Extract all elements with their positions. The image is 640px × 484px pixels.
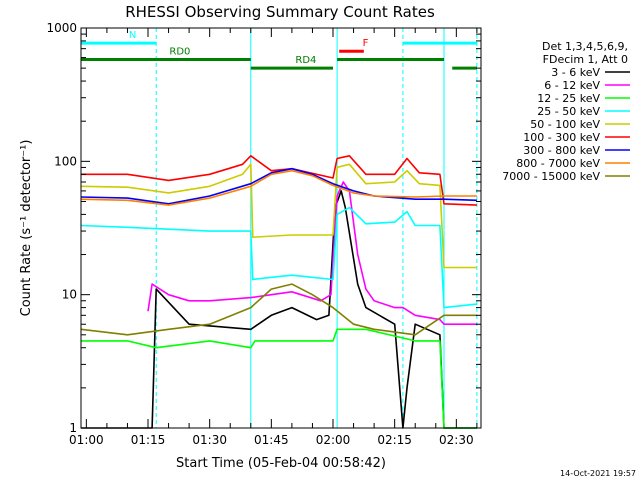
flag-label: RD4 [295, 55, 316, 66]
chart-title: RHESSI Observing Summary Count Rates [125, 3, 435, 21]
y-axis-label: Count Rate (s⁻¹ detector⁻¹) [19, 140, 34, 317]
legend-entry-label: 50 - 100 keV [530, 118, 600, 131]
series-line [81, 155, 477, 206]
x-tick-label: 02:15 [377, 433, 412, 447]
series-line [81, 328, 477, 429]
flag-label: F [363, 38, 369, 49]
series-line [80, 206, 477, 309]
flag-label: N [129, 30, 136, 41]
legend-entry-label: 25 - 50 keV [537, 105, 600, 118]
series-line [80, 167, 477, 205]
x-tick-label: 01:00 [69, 433, 104, 447]
legend-entry-label: 3 - 6 keV [551, 66, 600, 79]
legend-entry-label: 12 - 25 keV [537, 92, 600, 105]
flag-bars: N F RD0 RD4 [81, 30, 477, 70]
x-tick-label: 01:45 [254, 433, 289, 447]
legend: Det 1,3,4,5,6,9,FDecim 1, Att 03 - 6 keV… [502, 40, 630, 183]
legend-entry-label: 100 - 300 keV [523, 131, 600, 144]
series-line [80, 169, 477, 206]
series-layer [80, 155, 477, 429]
legend-entry-label: 7000 - 15000 keV [502, 170, 600, 183]
legend-entry-label: 300 - 800 keV [523, 144, 600, 157]
x-tick-label: 01:30 [192, 433, 227, 447]
plot-frame [80, 27, 482, 429]
y-tick-label: 100 [54, 154, 77, 168]
x-tick-label: 02:00 [316, 433, 351, 447]
legend-entry-label: 800 - 7000 keV [516, 157, 600, 170]
y-tick-label: 1000 [46, 21, 77, 35]
legend-entry-label: 6 - 12 keV [544, 79, 600, 92]
flag-label: RD0 [169, 47, 190, 58]
y-tick-label: 1 [69, 421, 77, 435]
legend-header: FDecim 1, Att 0 [543, 53, 628, 66]
y-tick-label: 10 [62, 288, 77, 302]
x-tick-label: 01:15 [131, 433, 166, 447]
x-tick-label: 02:30 [439, 433, 474, 447]
series-line [80, 283, 477, 336]
legend-header: Det 1,3,4,5,6,9, [542, 40, 628, 53]
series-line [147, 181, 477, 326]
axes: 1 10 100 1000 01:00 01:15 01:30 01:45 02:00 02:15… [46, 21, 481, 447]
series-line [81, 190, 477, 429]
footer-timestamp: 14-Oct-2021 19:57 [560, 469, 636, 478]
x-axis-label: Start Time (05-Feb-04 00:58:42) [176, 456, 386, 471]
series-line [80, 163, 477, 269]
